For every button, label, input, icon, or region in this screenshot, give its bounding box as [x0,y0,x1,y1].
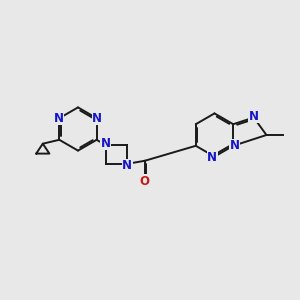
Text: N: N [230,139,240,152]
Text: O: O [140,175,150,188]
Text: N: N [54,112,64,125]
Text: N: N [207,151,217,164]
Text: N: N [249,110,259,122]
Text: N: N [122,159,132,172]
Text: N: N [92,112,102,125]
Text: N: N [101,136,111,150]
